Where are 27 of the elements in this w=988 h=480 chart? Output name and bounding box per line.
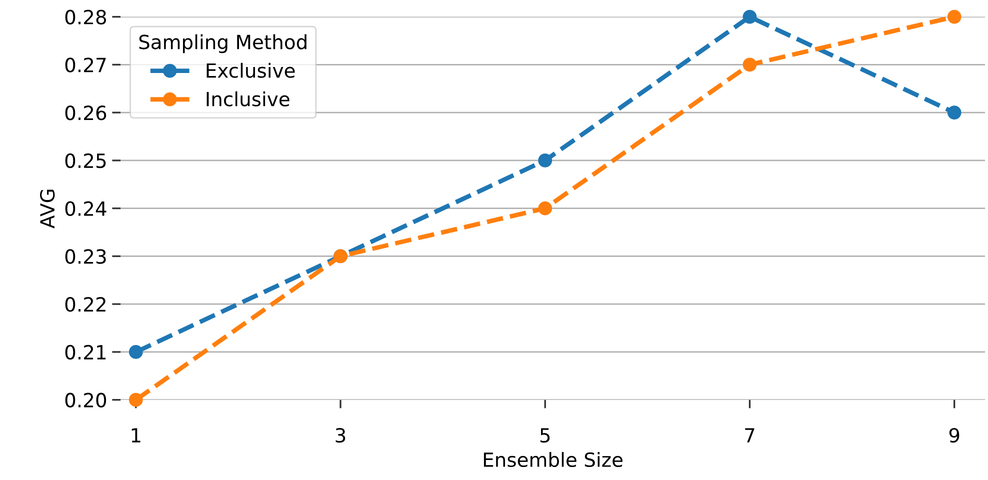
y-tick-label: 0.28 xyxy=(65,10,106,24)
y-axis-title: AVG xyxy=(40,190,55,228)
point xyxy=(947,106,962,120)
x-tick-label: 7 xyxy=(745,428,754,442)
y-tick-label: 0.23 xyxy=(65,249,106,264)
point xyxy=(947,10,962,24)
x-tick-label: 5 xyxy=(540,428,550,443)
point xyxy=(742,10,757,24)
x-tick-label: 3 xyxy=(336,428,346,443)
point xyxy=(128,392,143,407)
y-tick-label: 0.22 xyxy=(65,297,106,312)
legend-label: Inclusive xyxy=(206,91,290,106)
legend-label: Exclusive xyxy=(206,62,295,78)
x-axis-title: Ensemble Size xyxy=(484,452,622,468)
y-tick-label: 0.21 xyxy=(65,344,106,360)
y-tick-label: 0.26 xyxy=(65,106,106,120)
y-tick-label: 0.20 xyxy=(65,392,106,408)
point xyxy=(538,201,552,216)
x-tick-label: 1 xyxy=(132,428,140,442)
point xyxy=(742,58,757,72)
y-tick-label: 0.25 xyxy=(65,153,106,168)
y-tick-label: 0.24 xyxy=(65,201,106,216)
y-tick-label: 0.27 xyxy=(65,58,106,72)
point xyxy=(128,345,143,359)
legend-title: Sampling Method xyxy=(139,34,306,54)
x-tick-label: 9 xyxy=(949,428,960,443)
point xyxy=(538,153,552,168)
